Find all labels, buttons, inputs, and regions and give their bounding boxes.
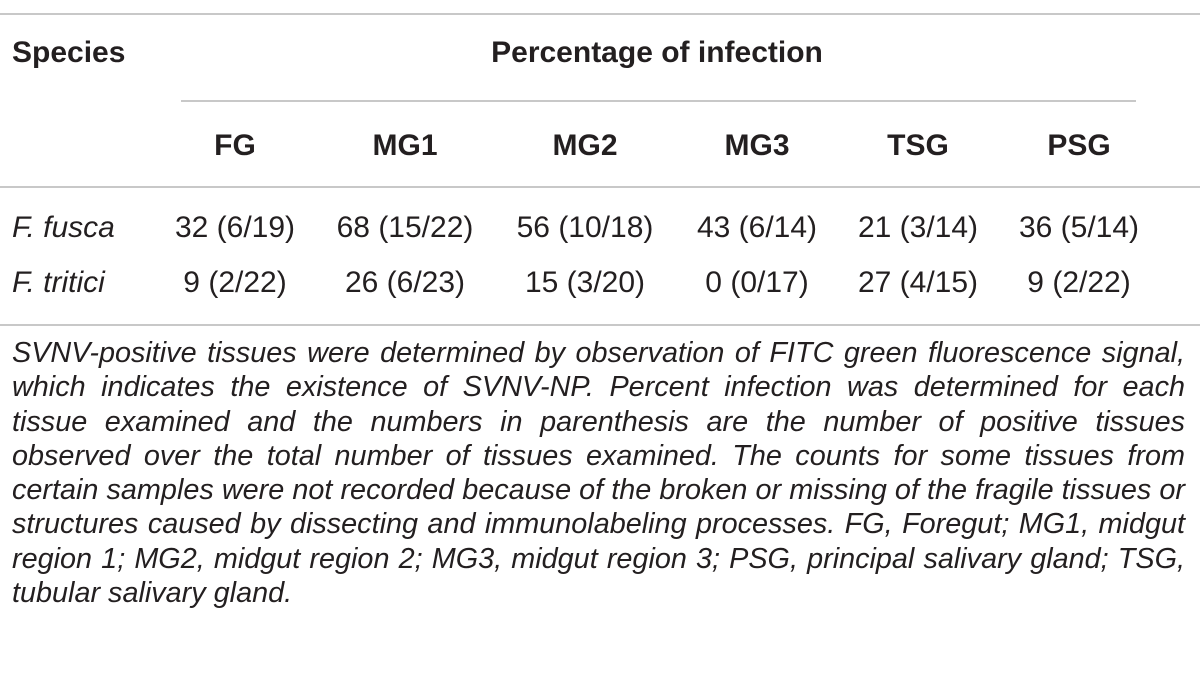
table-bottom-rule — [0, 324, 1200, 326]
table-footnote: SVNV-positive tissues were determined by… — [12, 337, 1185, 610]
column-header-mg1: MG1 — [372, 129, 438, 162]
column-header-psg: PSG — [1047, 129, 1111, 162]
cell-value: 0 (0/17) — [705, 266, 809, 299]
species-header: Species — [12, 36, 126, 69]
header-bottom-rule — [0, 186, 1200, 188]
cell-value: 26 (6/23) — [344, 266, 466, 299]
cell-value: 21 (3/14) — [857, 211, 979, 244]
cell-value: 27 (4/15) — [857, 266, 979, 299]
cell-value: 9 (2/22) — [183, 266, 287, 299]
cell-value: 56 (10/18) — [516, 211, 654, 244]
column-header-mg2: MG2 — [552, 129, 618, 162]
cell-value: 32 (6/19) — [174, 211, 296, 244]
cell-value: 43 (6/14) — [696, 211, 818, 244]
column-header-fg: FG — [214, 129, 256, 162]
species-name: F. fusca — [12, 211, 115, 244]
cell-value: 9 (2/22) — [1027, 266, 1131, 299]
top-rule — [0, 13, 1200, 15]
percentage-header: Percentage of infection — [491, 36, 823, 69]
cell-value: 36 (5/14) — [1018, 211, 1140, 244]
column-header-tsg: TSG — [887, 129, 949, 162]
cell-value: 15 (3/20) — [524, 266, 646, 299]
column-header-mg3: MG3 — [724, 129, 790, 162]
cell-value: 68 (15/22) — [336, 211, 474, 244]
species-name: F. tritici — [12, 266, 105, 299]
header-sub-rule — [181, 100, 1136, 102]
